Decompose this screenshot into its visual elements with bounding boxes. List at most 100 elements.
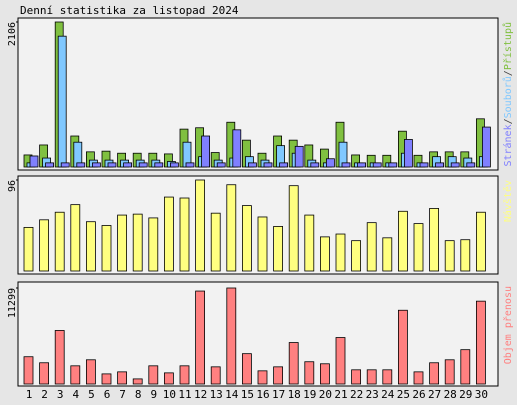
legend: Objem přenosu xyxy=(502,286,514,364)
x-tick-label: 28 xyxy=(444,388,457,401)
panel xyxy=(17,17,499,171)
bar xyxy=(163,372,174,385)
bar xyxy=(86,221,96,272)
bar xyxy=(310,162,320,168)
x-tick-label: 25 xyxy=(397,388,410,401)
bar xyxy=(351,240,362,272)
x-tick-label: 15 xyxy=(241,388,254,401)
bar xyxy=(403,139,413,168)
bar xyxy=(39,362,49,385)
bar xyxy=(138,162,148,168)
bar xyxy=(288,185,299,272)
bar xyxy=(169,162,179,168)
bar xyxy=(475,211,486,272)
bar xyxy=(23,226,34,272)
x-tick-label: 21 xyxy=(334,388,347,401)
x-tick-label: 14 xyxy=(225,388,239,401)
chart-title: Denní statistika za listopad 2024 xyxy=(20,4,239,17)
bar xyxy=(357,162,367,168)
legend-entry: Přístupů xyxy=(502,22,514,70)
y-tick-label: 11299 xyxy=(7,288,18,318)
bar xyxy=(444,359,455,385)
bar xyxy=(60,162,70,168)
bar xyxy=(101,225,112,272)
y-tick-label: 96 xyxy=(7,180,18,192)
x-tick-label: 27 xyxy=(428,388,441,401)
bar xyxy=(210,212,221,272)
bar xyxy=(366,369,377,385)
x-tick-label: 8 xyxy=(135,388,142,401)
legend-separator: / xyxy=(503,70,514,76)
bar xyxy=(29,155,39,168)
bar xyxy=(226,184,237,272)
bar xyxy=(335,337,346,385)
bar xyxy=(397,210,408,272)
x-tick-label: 18 xyxy=(288,388,301,401)
bar xyxy=(304,361,315,385)
bar xyxy=(123,162,132,168)
x-tick-label: 29 xyxy=(459,388,472,401)
bar xyxy=(117,371,127,385)
bar xyxy=(335,233,346,272)
bar xyxy=(185,162,195,168)
x-tick-label: 11 xyxy=(178,388,191,401)
bar xyxy=(107,162,117,168)
x-tick-label: 12 xyxy=(194,388,207,401)
bar xyxy=(195,179,206,272)
bar xyxy=(132,213,143,272)
bar xyxy=(419,162,429,168)
bar xyxy=(117,214,127,272)
x-tick-label: 26 xyxy=(412,388,425,401)
bar xyxy=(382,369,393,385)
bar xyxy=(232,129,242,168)
x-tick-label: 4 xyxy=(72,388,79,401)
x-tick-label: 19 xyxy=(303,388,316,401)
bar xyxy=(366,222,377,272)
bar xyxy=(481,126,491,168)
legend-separator: / xyxy=(503,118,514,124)
bar xyxy=(179,365,190,385)
bar xyxy=(435,162,445,168)
bar xyxy=(86,359,96,385)
bar xyxy=(341,162,351,168)
x-tick-label: 6 xyxy=(104,388,111,401)
bar xyxy=(195,290,206,385)
bar xyxy=(45,162,54,168)
x-tick-label: 5 xyxy=(88,388,95,401)
x-tick-label: 2 xyxy=(41,388,48,401)
bar xyxy=(450,162,460,168)
bar xyxy=(460,239,471,272)
bar xyxy=(372,162,382,168)
bar xyxy=(273,366,284,385)
x-tick-label: 1 xyxy=(26,388,33,401)
x-tick-label: 22 xyxy=(350,388,363,401)
bar xyxy=(288,342,299,385)
bar xyxy=(325,158,335,168)
bar xyxy=(257,216,268,272)
x-tick-label: 17 xyxy=(272,388,285,401)
bar xyxy=(70,204,81,272)
bar xyxy=(460,349,471,385)
bar xyxy=(319,236,330,272)
bar xyxy=(319,363,330,385)
legend-entry: Stránek xyxy=(502,124,514,166)
panel xyxy=(17,281,499,387)
bar xyxy=(76,162,86,168)
y-tick-label: 2106 xyxy=(7,22,18,46)
x-tick-label: 10 xyxy=(163,388,176,401)
bar xyxy=(444,240,455,272)
bar xyxy=(132,378,143,385)
bar xyxy=(429,208,440,272)
bar xyxy=(241,205,252,272)
bar xyxy=(257,370,268,385)
bar xyxy=(429,362,440,385)
bar xyxy=(54,211,65,272)
bar xyxy=(304,214,315,272)
x-tick-label: 30 xyxy=(475,388,488,401)
bar xyxy=(154,162,164,168)
x-tick-label: 23 xyxy=(366,388,379,401)
bar xyxy=(179,197,190,272)
bar xyxy=(23,356,34,385)
bar xyxy=(466,162,476,168)
bar xyxy=(388,162,398,168)
